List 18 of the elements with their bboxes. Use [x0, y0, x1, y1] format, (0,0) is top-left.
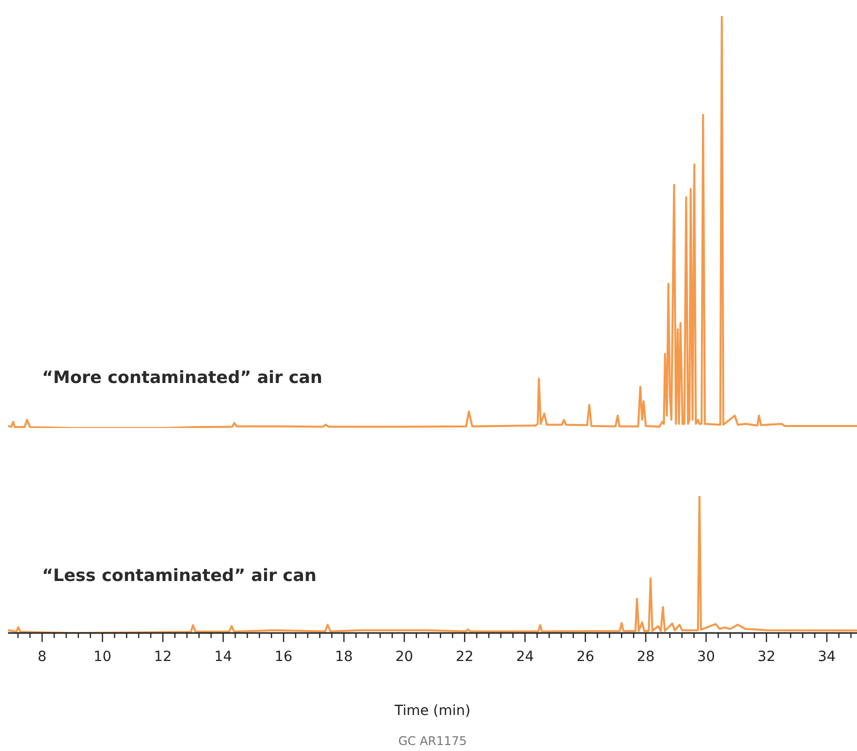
text: GC AR1175	[397, 734, 468, 748]
annotation: “Less contaminated” air can	[42, 566, 316, 586]
x-tick-label: 28	[636, 649, 655, 665]
x-tick-label: 22	[456, 649, 474, 665]
x-tick-label: 8	[38, 649, 47, 665]
x-tick-label: 26	[576, 649, 594, 665]
x-tick-label: 34	[818, 649, 836, 665]
x-tick-label: 10	[94, 649, 112, 665]
x-tick-label: 16	[274, 649, 293, 665]
x-tick-label: 12	[154, 649, 172, 665]
x-tick-label: 14	[214, 649, 232, 665]
x-tick-label: 30	[697, 649, 716, 665]
x-tick-label: 24	[516, 649, 534, 665]
annotation: “More contaminated” air can	[42, 368, 322, 388]
x-tick-label: 18	[335, 649, 353, 665]
x-tick-label: 32	[758, 649, 776, 665]
x-axis-title: Time (min)	[393, 702, 471, 719]
x-tick-label: 20	[395, 649, 414, 665]
